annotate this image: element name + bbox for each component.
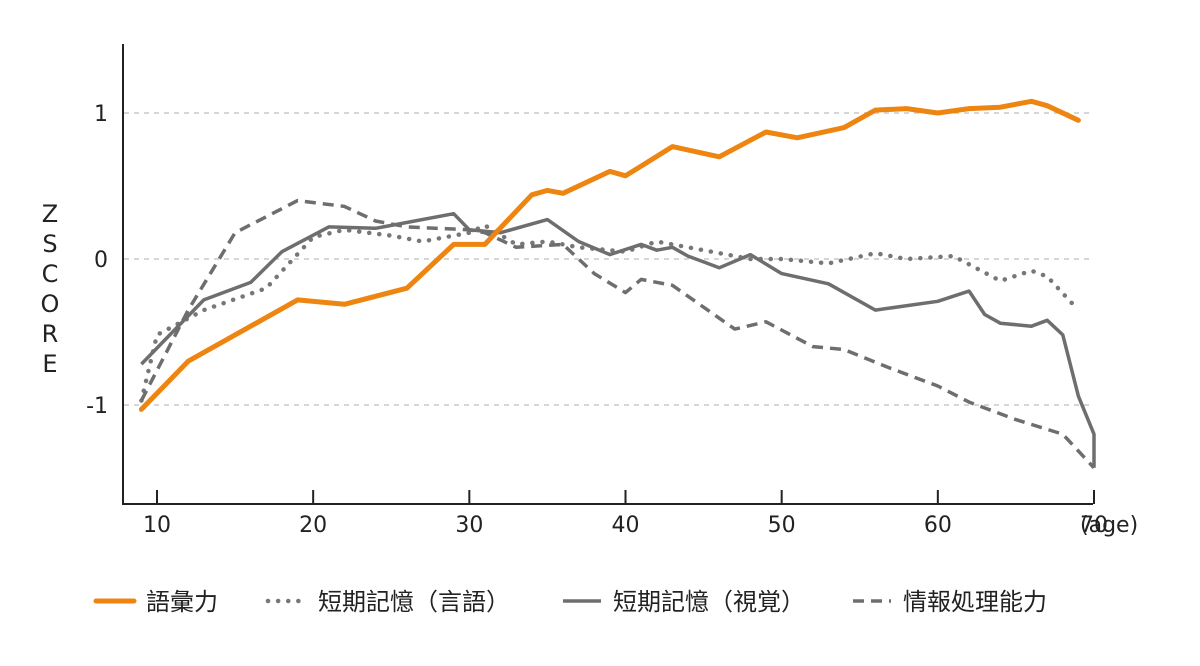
legend-label-3: 情報処理能力 [903, 588, 1047, 616]
y-axis-label-letter: C [42, 260, 59, 288]
axes [122, 44, 1093, 505]
legend-label-2: 短期記憶（視覚） [613, 588, 805, 616]
series-line-3 [139, 198, 1096, 469]
y-ticks: 1 0 -1 [86, 102, 108, 419]
y-axis-label-letter: E [42, 350, 57, 378]
x-tick-label: 40 [612, 513, 640, 538]
x-tick-label: 30 [455, 513, 483, 538]
y-tick-label: 1 [94, 102, 108, 127]
x-tick-label: 20 [299, 513, 327, 538]
legend: 語彙力 短期記憶（言語） 短期記憶（視覚） 情報処理能力 [93, 588, 1047, 616]
x-tick-label: 10 [143, 513, 171, 538]
y-axis-label-letter: S [42, 230, 57, 258]
legend-label-0: 語彙力 [146, 588, 218, 616]
y-axis-label-letter: Z [42, 200, 58, 228]
series-lines [138, 98, 1096, 469]
series-line-2 [140, 211, 1096, 468]
x-axis-label: (age) [1080, 513, 1138, 538]
x-tick-label: 60 [924, 513, 952, 538]
y-tick-label: -1 [86, 394, 108, 419]
y-tick-label: 0 [94, 248, 108, 273]
y-axis-label-letter: O [41, 290, 60, 318]
series-line-0 [138, 98, 1081, 412]
x-ticks: 10 20 30 40 50 60 70 [143, 490, 1108, 538]
legend-label-1: 短期記憶（言語） [318, 588, 510, 616]
y-axis-label-letter: R [42, 320, 59, 348]
x-tick-label: 50 [768, 513, 796, 538]
x-tick-label: 70 [1080, 513, 1108, 538]
gridlines [124, 112, 1090, 406]
